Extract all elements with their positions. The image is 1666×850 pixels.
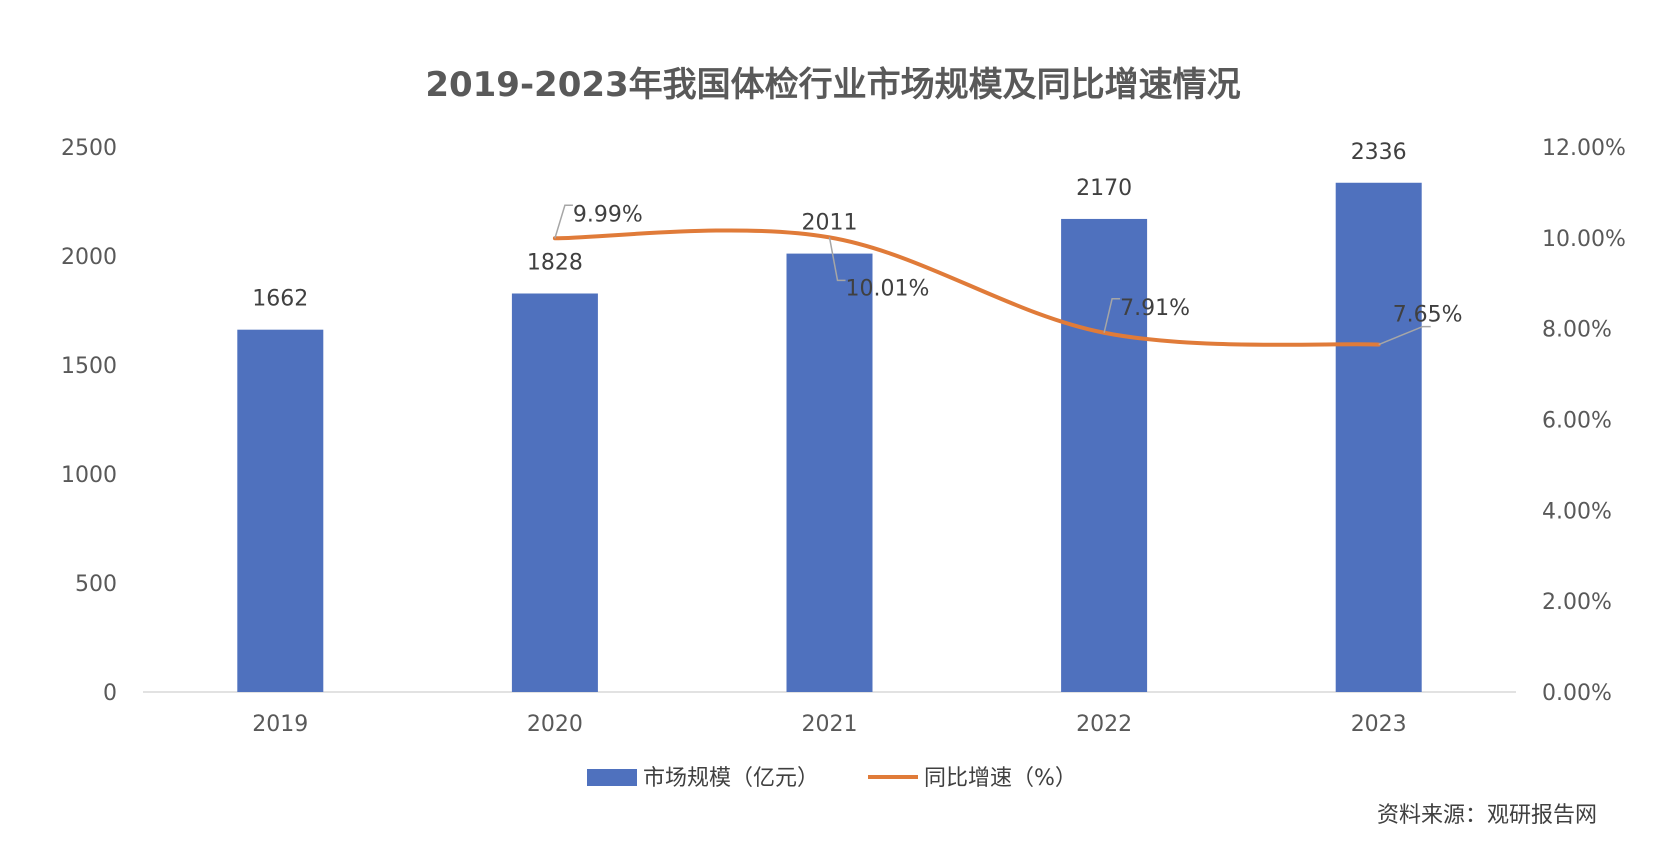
x-tick-label: 2022 — [1076, 712, 1132, 737]
line-label-leader — [1378, 325, 1431, 346]
line-value-label: 10.01% — [846, 276, 930, 301]
legend-line-label: 同比增速（%） — [924, 766, 1077, 791]
line-value-label: 9.99% — [573, 202, 643, 227]
y-left-tick-label: 0 — [103, 681, 117, 706]
bar-value-label: 2170 — [1076, 176, 1132, 201]
legend: 市场规模（亿元） 同比增速（%） — [587, 766, 1077, 791]
y-right-tick-label: 8.00% — [1542, 318, 1612, 343]
y-right-tick-label: 6.00% — [1542, 409, 1612, 434]
bar-value-label: 2336 — [1351, 140, 1407, 165]
growth-line — [552, 228, 1381, 347]
bar-value-label: 2011 — [802, 211, 858, 236]
bar — [511, 293, 598, 692]
y-left-tick-label: 1500 — [61, 354, 117, 379]
x-tick-label: 2023 — [1351, 712, 1407, 737]
bar — [1061, 218, 1148, 692]
line-series — [552, 228, 1381, 347]
line-label-leader — [554, 204, 573, 239]
y-left-tick-label: 2000 — [61, 245, 117, 270]
bar-value-label: 1662 — [252, 287, 308, 312]
data-labels: 1662 1828 2011 2170 2336 9.99% 10.01% 7.91% 7.65… — [252, 140, 1463, 346]
bar-value-label: 1828 — [527, 250, 583, 275]
bars — [237, 182, 1422, 693]
line-value-label: 7.65% — [1393, 303, 1463, 328]
y-right-tick-label: 4.00% — [1542, 499, 1612, 524]
y-left-tick-label: 1000 — [61, 463, 117, 488]
y-right-tick-label: 12.00% — [1542, 136, 1626, 161]
source-note: 资料来源：观研报告网 — [1377, 803, 1597, 828]
bar — [786, 253, 873, 693]
bar — [1335, 182, 1422, 692]
x-tick-label: 2021 — [802, 712, 858, 737]
x-tick-label: 2020 — [527, 712, 583, 737]
y-left-tick-label: 500 — [75, 572, 117, 597]
y-left-tick-label: 2500 — [61, 136, 117, 161]
y-right-tick-label: 10.00% — [1542, 227, 1626, 252]
line-value-label: 7.91% — [1120, 296, 1190, 321]
y-right-tick-label: 2.00% — [1542, 590, 1612, 615]
line-label-leader — [828, 237, 846, 282]
chart-title: 2019-2023年我国体检行业市场规模及同比增速情况 — [425, 65, 1240, 105]
bar — [237, 329, 324, 692]
x-tick-label: 2019 — [252, 712, 308, 737]
legend-bar-swatch — [587, 769, 637, 786]
legend-bar-label: 市场规模（亿元） — [643, 766, 819, 791]
axes: 0 500 1000 1500 2000 2500 0.00% 2.00% 4.00% 6.00%… — [61, 136, 1626, 737]
line-label-leader — [1103, 298, 1121, 333]
y-right-tick-label: 0.00% — [1542, 681, 1612, 706]
